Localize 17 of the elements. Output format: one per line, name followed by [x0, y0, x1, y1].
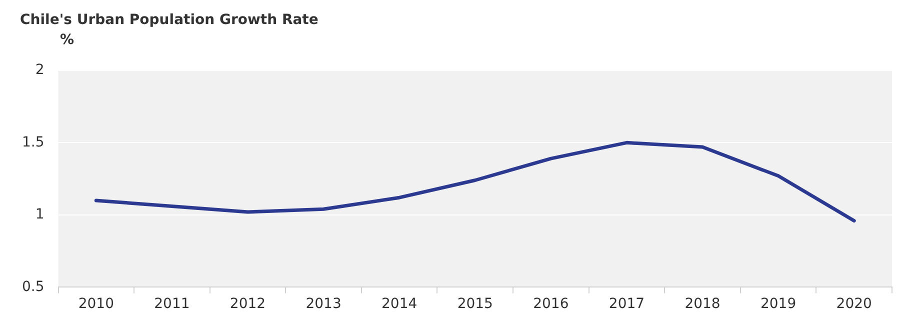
y-tick-label: 1.5 [22, 134, 44, 150]
x-tick-label: 2010 [78, 296, 114, 312]
y-tick-label: 0.5 [22, 278, 44, 295]
x-tick-label: 2014 [382, 296, 418, 312]
x-tick-label: 2013 [306, 296, 342, 312]
x-tick-label: 2015 [457, 296, 493, 312]
x-tick-label: 2017 [608, 296, 645, 312]
x-tick-label: 2019 [760, 296, 796, 312]
x-tick-label: 2012 [230, 296, 266, 312]
x-tick-label: 2020 [836, 296, 872, 312]
x-tick-label: 2016 [533, 296, 569, 312]
y-tick-label: 1 [35, 206, 44, 223]
y-axis-title: % [59, 32, 76, 48]
y-tick-label: 2 [35, 62, 44, 78]
x-tick-label: 2018 [684, 296, 720, 312]
chart-title: Chile's Urban Population Growth Rate [19, 11, 320, 30]
x-tick-label: 2011 [154, 296, 190, 312]
